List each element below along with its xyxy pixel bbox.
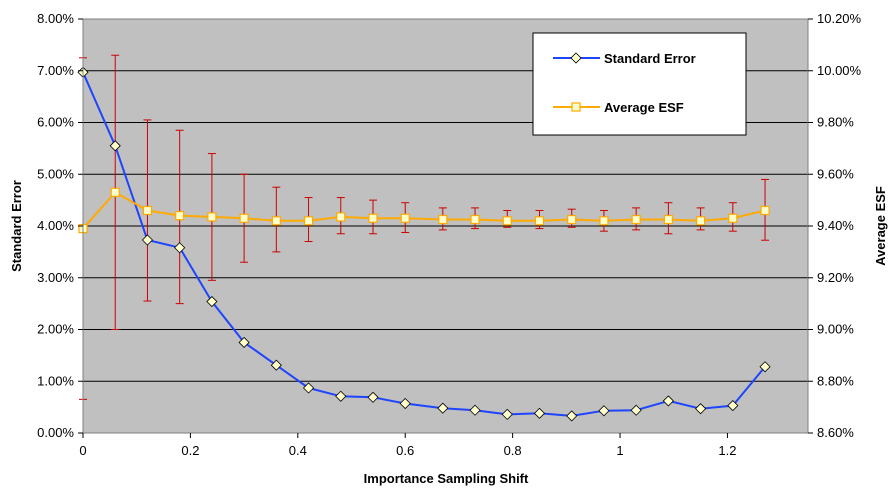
y2-tick-label: 8.60% (817, 425, 854, 440)
y-tick-label: 4.00% (37, 218, 74, 233)
point-average-esf (502, 216, 512, 226)
point-standard-error (367, 391, 379, 403)
point-average-esf (142, 205, 153, 216)
legend: Standard Error Average ESF (532, 32, 747, 136)
x-axis-title: Importance Sampling Shift (364, 471, 529, 486)
series-line-standard-error (82, 71, 766, 417)
point-average-esf (175, 211, 185, 221)
y-tick-label: 1.00% (37, 373, 74, 388)
y-tick-label: 3.00% (37, 270, 74, 285)
y-tick-label: 2.00% (37, 322, 74, 337)
x-tick-label: 0.8 (504, 443, 522, 458)
point-average-esf (534, 216, 545, 226)
legend-marker-standard-error (570, 52, 582, 64)
y-axis-right: 8.60% 8.80% 9.00% 9.20% 9.40% 9.60% 9.80% 10.00… (808, 11, 862, 440)
point-average-esf (728, 213, 738, 223)
x-tick-label: 1.2 (718, 443, 736, 458)
y-axis-title: Standard Error (9, 180, 24, 272)
y-tick-label: 7.00% (37, 63, 74, 78)
point-standard-error (695, 403, 707, 415)
point-standard-error (469, 404, 481, 416)
point-standard-error (566, 410, 578, 422)
point-average-esf (695, 216, 706, 226)
x-tick-label: 0.2 (181, 443, 199, 458)
point-average-esf (368, 213, 378, 223)
y2-tick-label: 9.60% (817, 166, 854, 181)
point-average-esf (271, 216, 281, 226)
y2-tick-label: 9.80% (817, 115, 854, 130)
point-standard-error (727, 400, 739, 412)
y2-tick-label: 9.40% (817, 218, 854, 233)
point-standard-error (302, 382, 315, 394)
point-average-esf (470, 214, 480, 225)
point-average-esf (438, 214, 448, 225)
point-standard-error (598, 405, 610, 417)
x-axis: 0 0.2 0.4 0.6 0.8 1 1.2 (79, 433, 736, 458)
point-average-esf (239, 213, 249, 223)
legend-label-standard-error: Standard Error (604, 51, 696, 66)
y2-axis-title: Average ESF (873, 186, 888, 266)
y2-tick-label: 10.20% (817, 11, 862, 26)
y-tick-label: 8.00% (37, 11, 74, 26)
y2-tick-label: 10.00% (817, 63, 862, 78)
point-standard-error (437, 402, 449, 414)
x-tick-label: 0.6 (396, 443, 414, 458)
point-average-esf (303, 216, 314, 226)
point-average-esf (567, 214, 577, 225)
x-tick-label: 0 (79, 443, 86, 458)
point-standard-error (270, 359, 282, 371)
point-average-esf (336, 212, 346, 222)
point-standard-error (533, 407, 546, 419)
point-average-esf (760, 205, 770, 216)
point-standard-error (501, 408, 513, 420)
point-standard-error (630, 404, 642, 416)
point-standard-error (109, 140, 121, 152)
legend-box (532, 32, 747, 136)
point-average-esf (110, 187, 120, 197)
point-average-esf (631, 214, 641, 225)
y2-tick-label: 8.80% (817, 373, 854, 388)
series-line-average-esf (82, 191, 766, 230)
point-average-esf (400, 213, 410, 223)
x-tick-label: 0.4 (289, 443, 307, 458)
point-average-esf (599, 216, 609, 226)
y2-tick-label: 9.20% (817, 270, 854, 285)
y2-tick-label: 9.00% (817, 322, 854, 337)
y-tick-label: 0.00% (37, 425, 74, 440)
point-standard-error (399, 397, 411, 410)
point-standard-error (759, 361, 771, 373)
series-layer (77, 66, 771, 422)
point-average-esf (663, 214, 673, 225)
y-tick-label: 5.00% (37, 166, 74, 181)
point-standard-error (174, 242, 186, 254)
legend-label-average-esf: Average ESF (604, 100, 684, 115)
point-standard-error (238, 336, 250, 349)
point-average-esf (207, 212, 217, 222)
y-axis-left: 0.00% 1.00% 2.00% 3.00% 4.00% 5.00% 6.00% 7.00%… (37, 11, 83, 440)
point-standard-error (662, 395, 674, 407)
x-tick-label: 1 (616, 443, 623, 458)
y-tick-label: 6.00% (37, 115, 74, 130)
point-standard-error (141, 234, 154, 246)
point-standard-error (335, 390, 347, 402)
legend-marker-average-esf (571, 102, 581, 112)
point-standard-error (206, 295, 218, 308)
